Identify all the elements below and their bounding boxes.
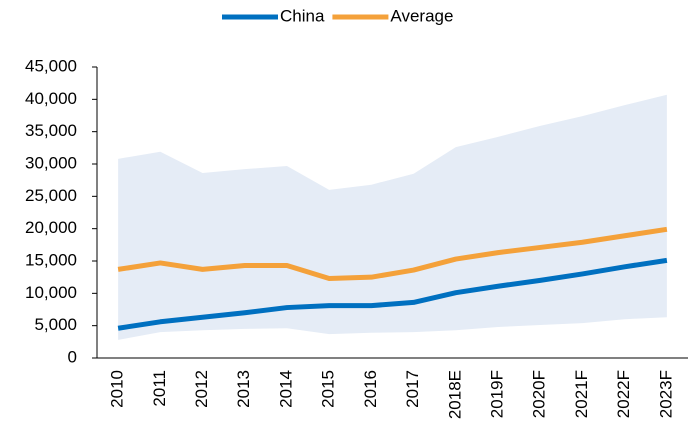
- x-tick-label: 2019F: [488, 370, 507, 418]
- x-tick-label: 2018E: [445, 370, 464, 419]
- y-tick-label: 5,000: [34, 315, 77, 334]
- y-tick-label: 20,000: [25, 218, 77, 237]
- x-tick-label: 2022F: [614, 370, 633, 418]
- legend-label: Average: [390, 6, 453, 25]
- y-tick-label: 10,000: [25, 283, 77, 302]
- range-band: [118, 94, 667, 340]
- x-tick-label: 2013: [234, 370, 253, 408]
- x-tick-label: 2015: [319, 370, 338, 408]
- x-tick-label: 2011: [150, 370, 169, 407]
- x-tick-label: 2017: [403, 370, 422, 408]
- legend-label: China: [280, 6, 325, 25]
- x-tick-label: 2012: [192, 370, 211, 408]
- x-tick-label: 2023F: [656, 370, 675, 418]
- x-tick-label: 2014: [276, 370, 295, 408]
- y-tick-label: 15,000: [25, 250, 77, 269]
- y-tick-label: 40,000: [25, 89, 77, 108]
- series-line: [117, 226, 668, 281]
- series-line: [117, 257, 668, 331]
- x-tick-label: 2021F: [572, 370, 591, 418]
- x-tick-label: 2020F: [530, 370, 549, 418]
- x-tick-label: 2016: [361, 370, 380, 408]
- y-tick-label: 30,000: [25, 153, 77, 172]
- y-tick-label: 0: [68, 347, 77, 366]
- y-tick-label: 25,000: [25, 186, 77, 205]
- y-tick-label: 35,000: [25, 121, 77, 140]
- x-tick-label: 2010: [108, 370, 127, 408]
- y-tick-label: 45,000: [25, 56, 77, 75]
